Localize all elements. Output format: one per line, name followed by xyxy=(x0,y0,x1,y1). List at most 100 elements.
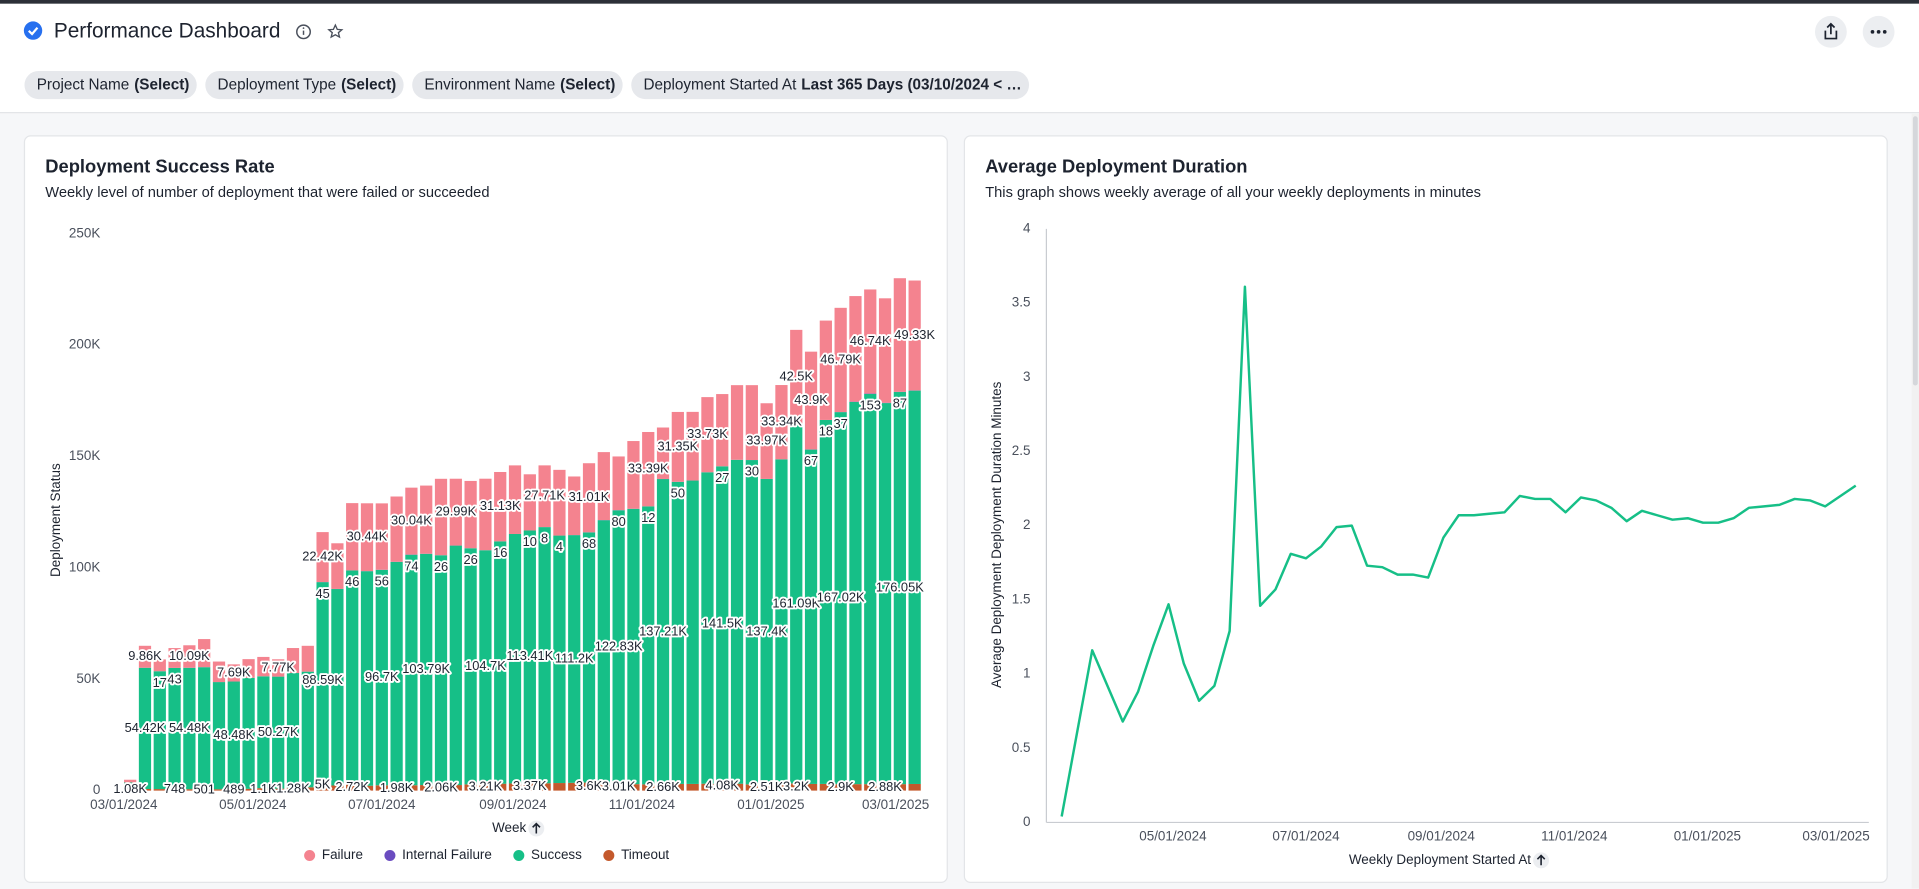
filter-chip[interactable]: Deployment Started At Last 365 Days (03/1… xyxy=(631,70,1030,100)
filter-chip-text[interactable]: Deployment Started At Last 365 Days (03/1… xyxy=(643,77,1021,94)
y-tick-label: 100K xyxy=(69,559,100,574)
filter-chip-bg[interactable] xyxy=(412,70,623,100)
filter-chip-text[interactable]: Deployment Type (Select) xyxy=(218,77,397,94)
data-label: 3.21K xyxy=(469,778,503,793)
sort-arrow[interactable] xyxy=(532,822,541,834)
legend-label[interactable]: Timeout xyxy=(621,847,669,862)
legend-swatch[interactable] xyxy=(603,849,615,861)
bar-segment xyxy=(449,478,462,546)
y-tick-label: 0 xyxy=(93,782,100,797)
y-tick-label: 0.5 xyxy=(1012,740,1031,755)
bar-segment xyxy=(730,459,744,784)
bar-segment xyxy=(390,496,403,562)
legend-swatch[interactable] xyxy=(513,849,525,861)
data-label: 5K xyxy=(315,776,331,791)
bar-segment xyxy=(686,411,699,481)
bar-segment xyxy=(405,487,418,555)
y-tick-label: 1 xyxy=(1023,666,1030,681)
more-button[interactable] xyxy=(1862,15,1895,48)
legend-item[interactable]: Success xyxy=(513,847,582,862)
bar-segment xyxy=(346,503,359,571)
filter-chip[interactable]: Project Name (Select) xyxy=(24,70,197,100)
bar-segment xyxy=(316,779,329,791)
data-label: 9 xyxy=(304,675,311,690)
sort-arrow[interactable] xyxy=(1536,854,1546,866)
legend-item[interactable]: Timeout xyxy=(603,847,669,862)
bar-segment xyxy=(790,783,803,791)
bar-segment xyxy=(272,676,285,789)
bar-segment xyxy=(405,785,418,791)
legend-swatch[interactable] xyxy=(384,849,396,861)
bar-segment xyxy=(849,296,862,402)
bar-segment xyxy=(671,783,684,791)
data-label: 7.69K xyxy=(217,664,251,679)
sort-button[interactable] xyxy=(1533,852,1550,869)
bar-segment xyxy=(242,788,255,791)
bar-segment xyxy=(553,535,566,784)
bar-segment xyxy=(642,784,655,791)
bar-segment xyxy=(434,555,448,787)
data-label: 27 xyxy=(715,470,729,485)
scrollbar-thumb[interactable] xyxy=(1912,116,1918,386)
legend-label[interactable]: Failure xyxy=(322,847,363,862)
bar-segment xyxy=(878,784,892,791)
data-label: 489 xyxy=(223,781,244,796)
filter-chip[interactable]: Environment Name (Select) xyxy=(412,70,623,100)
favorite-button[interactable] xyxy=(327,23,344,39)
bar-segment xyxy=(834,412,847,785)
bar-segment xyxy=(834,307,847,413)
bar-segment xyxy=(701,472,714,784)
bar-segment xyxy=(716,394,729,467)
x-tick-label: 07/01/2024 xyxy=(348,797,416,812)
scrollbar[interactable] xyxy=(1911,113,1919,889)
filter-chip[interactable]: Deployment Type (Select) xyxy=(205,70,404,100)
bar-segment xyxy=(656,784,670,791)
filter-chip-text[interactable]: Project Name (Select) xyxy=(37,77,190,94)
data-label: 18 xyxy=(819,424,833,439)
bar-segment xyxy=(849,784,862,791)
bar-segment xyxy=(538,527,551,784)
bar-segment xyxy=(301,787,314,791)
filter-chip-bg[interactable] xyxy=(631,70,1030,100)
info-button[interactable] xyxy=(296,24,311,40)
legend-item[interactable]: Failure xyxy=(304,847,363,862)
bar-segment xyxy=(701,397,714,473)
filter-chip-bg[interactable] xyxy=(205,70,404,100)
bar-segment xyxy=(420,553,433,786)
bar-segment xyxy=(375,785,388,791)
bar-segment xyxy=(523,783,536,791)
bar-segment xyxy=(864,784,877,791)
bar-segment xyxy=(360,785,374,791)
bar-segment xyxy=(464,784,477,791)
bar-segment xyxy=(656,427,670,479)
legend-swatch[interactable] xyxy=(304,849,316,861)
x-tick-label: 01/01/2025 xyxy=(1674,829,1741,844)
bar-segment xyxy=(346,784,359,791)
x-tick-label: 11/01/2024 xyxy=(609,797,676,812)
legend-item[interactable]: Internal Failure xyxy=(384,847,492,862)
bar-segment xyxy=(242,659,255,678)
legend-label[interactable]: Internal Failure xyxy=(402,847,492,862)
data-label: 2.06K xyxy=(424,780,458,795)
data-label: 33.73K xyxy=(687,426,728,441)
legend-label[interactable]: Success xyxy=(531,847,582,862)
card xyxy=(963,135,1888,884)
share-button[interactable] xyxy=(1814,15,1847,48)
chart-subtitle: This graph shows weekly average of all y… xyxy=(985,185,1481,201)
x-tick-label: 03/01/2025 xyxy=(1802,829,1869,844)
sort-button[interactable] xyxy=(528,820,545,837)
bar-segment xyxy=(612,783,625,791)
bar-segment xyxy=(434,786,448,791)
data-label: 30 xyxy=(745,464,759,479)
filter-chip-text[interactable]: Environment Name (Select) xyxy=(424,77,615,94)
bar-segment xyxy=(316,532,329,583)
bar-segment xyxy=(168,667,181,789)
bar-segment xyxy=(686,480,699,784)
chart-title: Average Deployment Duration xyxy=(985,156,1247,177)
data-label: 111.2K xyxy=(555,650,594,665)
data-label: 3.01K xyxy=(602,779,636,794)
data-label: 9.86K xyxy=(128,648,162,663)
filter-chip-bg[interactable] xyxy=(24,70,197,100)
bar-segment xyxy=(479,478,492,551)
bar-segment xyxy=(257,788,270,791)
